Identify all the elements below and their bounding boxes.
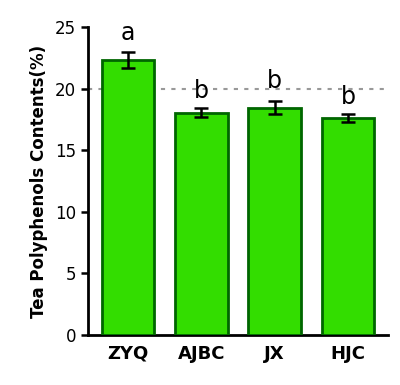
Y-axis label: Tea Polyphenols Contents(%): Tea Polyphenols Contents(%) (30, 44, 48, 318)
Text: a: a (121, 21, 135, 45)
Bar (322, 118, 374, 335)
Text: b: b (194, 79, 209, 103)
Bar (175, 112, 228, 335)
Text: b: b (267, 69, 282, 93)
Text: b: b (340, 85, 356, 109)
Bar (102, 60, 154, 335)
Bar (248, 108, 301, 335)
